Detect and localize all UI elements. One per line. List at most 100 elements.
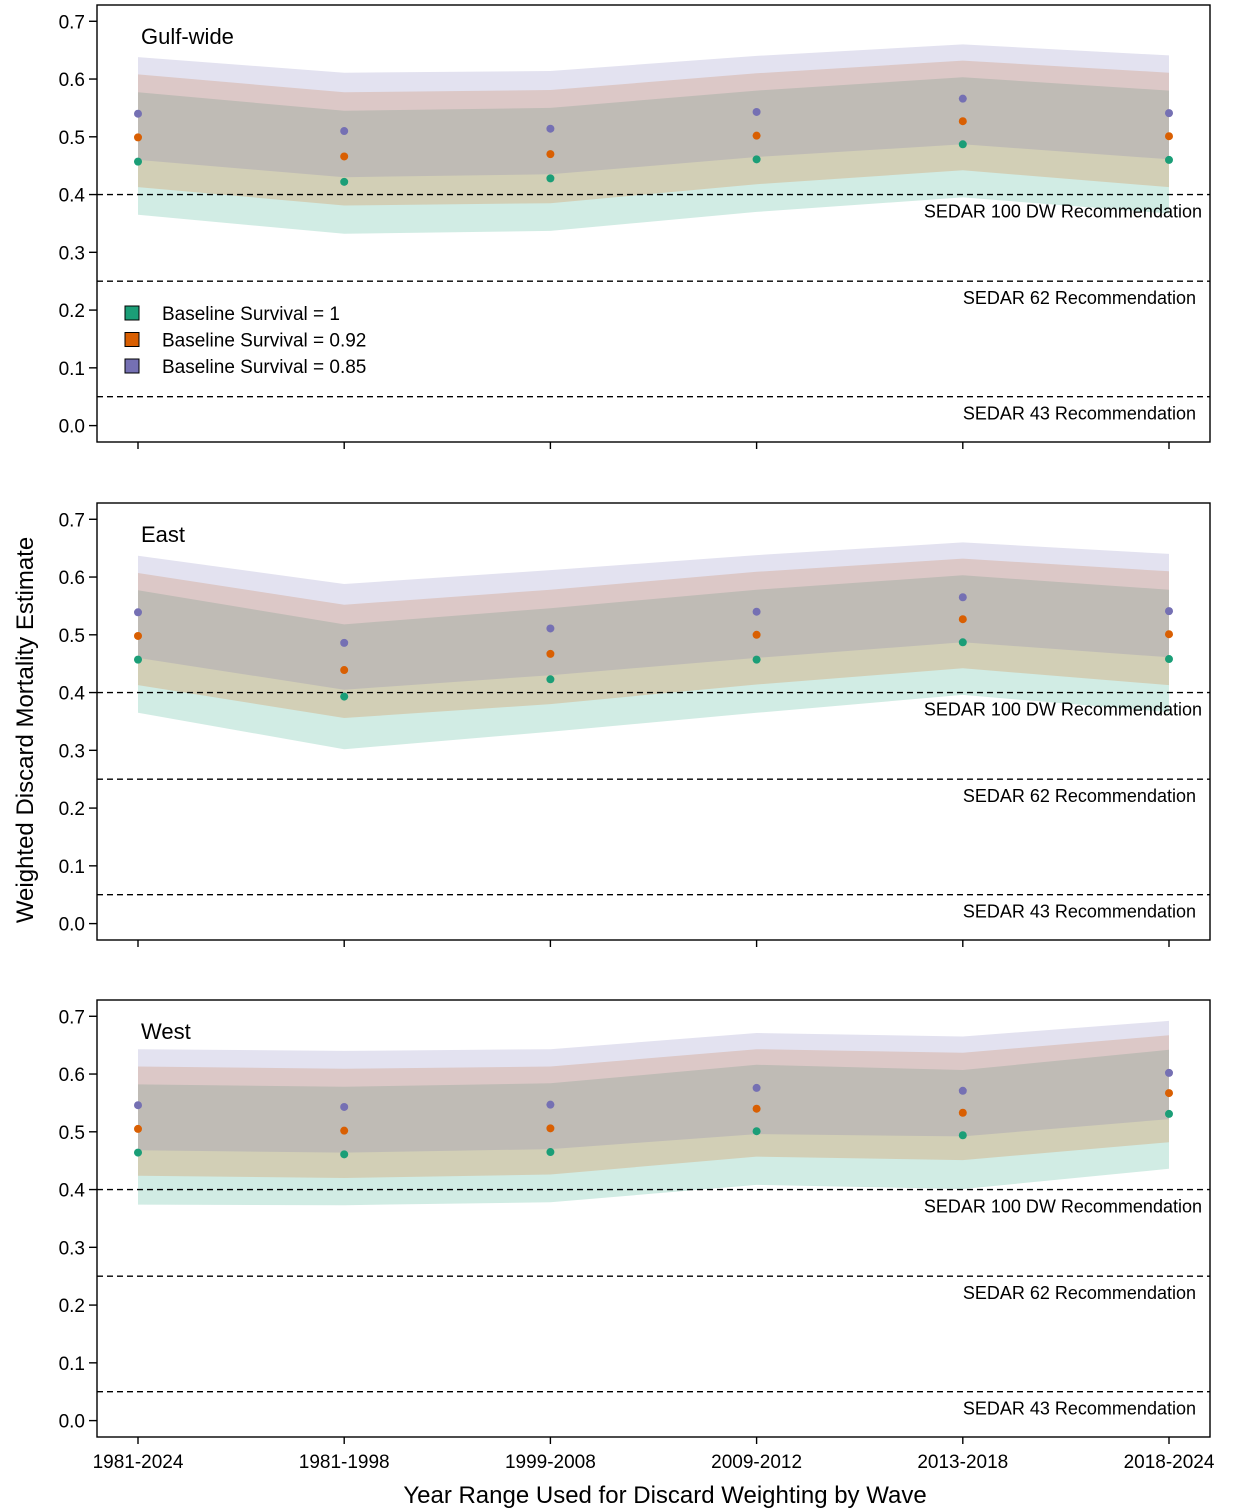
point-series-0-0 bbox=[134, 157, 142, 166]
point-series-0-1 bbox=[340, 1150, 349, 1159]
x-tick-label: 1981-2024 bbox=[93, 1452, 184, 1473]
y-tick-label: 0.4 bbox=[59, 1181, 86, 1202]
point-series-1-0 bbox=[134, 631, 142, 640]
y-tick-label: 0.4 bbox=[59, 186, 86, 207]
point-series-0-1 bbox=[340, 692, 349, 701]
point-series-0-1 bbox=[340, 177, 349, 186]
point-series-1-5 bbox=[1165, 132, 1173, 141]
y-tick-label: 0.3 bbox=[59, 243, 85, 264]
panel-title: East bbox=[141, 522, 185, 547]
point-series-2-0 bbox=[134, 109, 142, 118]
band-series-1 bbox=[138, 558, 1169, 718]
reference-label-1: SEDAR 62 Recommendation bbox=[963, 288, 1196, 308]
x-tick-label: 1981-1998 bbox=[299, 1452, 390, 1473]
point-series-0-4 bbox=[958, 638, 967, 647]
y-tick-label: 0.0 bbox=[59, 915, 85, 936]
point-series-1-5 bbox=[1165, 630, 1173, 639]
point-series-0-3 bbox=[752, 155, 761, 164]
reference-label-2: SEDAR 43 Recommendation bbox=[963, 404, 1196, 424]
band-series-0 bbox=[138, 575, 1169, 750]
y-tick-label: 0.5 bbox=[59, 626, 85, 647]
plot-frame bbox=[96, 502, 1211, 941]
y-tick-label: 0.6 bbox=[59, 1065, 85, 1086]
point-series-2-3 bbox=[752, 107, 761, 116]
legend-label-0: Baseline Survival = 1 bbox=[162, 304, 340, 325]
y-tick-label: 0.6 bbox=[59, 568, 85, 589]
x-tick-label: 1999-2008 bbox=[505, 1452, 596, 1473]
point-series-0-5 bbox=[1165, 155, 1173, 164]
point-series-2-5 bbox=[1165, 1068, 1173, 1077]
point-series-2-2 bbox=[546, 624, 555, 633]
y-tick-label: 0.0 bbox=[59, 1412, 85, 1433]
panel-west: SEDAR 100 DW Recommendation SEDAR 62 Reco… bbox=[59, 999, 1211, 1444]
reference-label-1: SEDAR 62 Recommendation bbox=[963, 786, 1196, 806]
point-series-2-5 bbox=[1165, 607, 1173, 616]
point-series-2-4 bbox=[958, 593, 967, 602]
y-tick-label: 0.1 bbox=[59, 359, 85, 380]
point-series-0-5 bbox=[1165, 655, 1173, 664]
y-axis-title: Weighted Discard Mortality Estimate bbox=[12, 537, 39, 923]
reference-label-1: SEDAR 62 Recommendation bbox=[963, 1283, 1196, 1303]
point-series-1-1 bbox=[340, 1126, 349, 1135]
point-series-2-1 bbox=[340, 1102, 349, 1111]
point-series-1-5 bbox=[1165, 1089, 1173, 1098]
point-series-2-3 bbox=[752, 1083, 761, 1092]
point-series-1-3 bbox=[752, 630, 761, 639]
point-series-1-0 bbox=[134, 133, 142, 142]
y-tick-label: 0.0 bbox=[59, 417, 85, 438]
panel-east: SEDAR 100 DW Recommendation SEDAR 62 Reco… bbox=[59, 502, 1211, 947]
band-series-2 bbox=[138, 44, 1169, 178]
legend-label-2: Baseline Survival = 0.85 bbox=[162, 357, 366, 378]
point-series-0-4 bbox=[958, 1131, 967, 1140]
point-series-1-2 bbox=[546, 1124, 555, 1133]
point-series-2-2 bbox=[546, 124, 555, 133]
band-series-0 bbox=[138, 1049, 1169, 1206]
panel-title: Gulf-wide bbox=[141, 24, 234, 49]
legend-swatch-0 bbox=[124, 305, 140, 321]
point-series-1-3 bbox=[752, 131, 761, 140]
band-series-1 bbox=[138, 1035, 1169, 1178]
y-tick-label: 0.7 bbox=[59, 12, 85, 33]
y-tick-label: 0.2 bbox=[59, 799, 85, 820]
legend-swatch-2 bbox=[124, 358, 140, 374]
point-series-1-4 bbox=[958, 117, 967, 126]
y-tick-label: 0.1 bbox=[59, 857, 85, 878]
x-tick-label: 2018-2024 bbox=[1124, 1452, 1215, 1473]
reference-label-0: SEDAR 100 DW Recommendation bbox=[924, 1197, 1202, 1217]
point-series-0-3 bbox=[752, 1127, 761, 1136]
y-tick-label: 0.1 bbox=[59, 1354, 85, 1375]
reference-label-0: SEDAR 100 DW Recommendation bbox=[924, 202, 1202, 222]
point-series-0-0 bbox=[134, 655, 142, 664]
reference-label-2: SEDAR 43 Recommendation bbox=[963, 902, 1196, 922]
point-series-1-2 bbox=[546, 649, 555, 658]
point-series-0-5 bbox=[1165, 1109, 1173, 1118]
point-series-2-4 bbox=[958, 1086, 967, 1095]
point-series-1-2 bbox=[546, 150, 555, 159]
point-series-2-0 bbox=[134, 1101, 142, 1110]
point-series-0-4 bbox=[958, 140, 967, 149]
point-series-2-0 bbox=[134, 608, 142, 617]
x-axis-title: Year Range Used for Discard Weighting by… bbox=[403, 1482, 926, 1509]
y-tick-label: 0.7 bbox=[59, 510, 85, 531]
point-series-0-2 bbox=[546, 1148, 555, 1157]
band-series-2 bbox=[138, 1020, 1169, 1153]
y-tick-label: 0.2 bbox=[59, 1296, 85, 1317]
plot-frame bbox=[96, 4, 1211, 443]
y-tick-label: 0.6 bbox=[59, 70, 85, 91]
point-series-2-1 bbox=[340, 127, 349, 136]
point-series-1-1 bbox=[340, 666, 349, 675]
point-series-0-3 bbox=[752, 655, 761, 664]
legend-swatch-1 bbox=[124, 332, 140, 347]
point-series-1-0 bbox=[134, 1124, 142, 1133]
point-series-1-4 bbox=[958, 1108, 967, 1117]
y-tick-label: 0.7 bbox=[59, 1007, 85, 1028]
point-series-0-2 bbox=[546, 675, 555, 684]
point-series-2-5 bbox=[1165, 109, 1173, 118]
y-tick-label: 0.3 bbox=[59, 741, 85, 762]
y-tick-label: 0.2 bbox=[59, 301, 85, 322]
y-tick-label: 0.3 bbox=[59, 1238, 85, 1259]
legend: Baseline Survival = 1 Baseline Survival =… bbox=[124, 304, 366, 378]
point-series-1-3 bbox=[752, 1104, 761, 1113]
point-series-2-2 bbox=[546, 1100, 555, 1109]
